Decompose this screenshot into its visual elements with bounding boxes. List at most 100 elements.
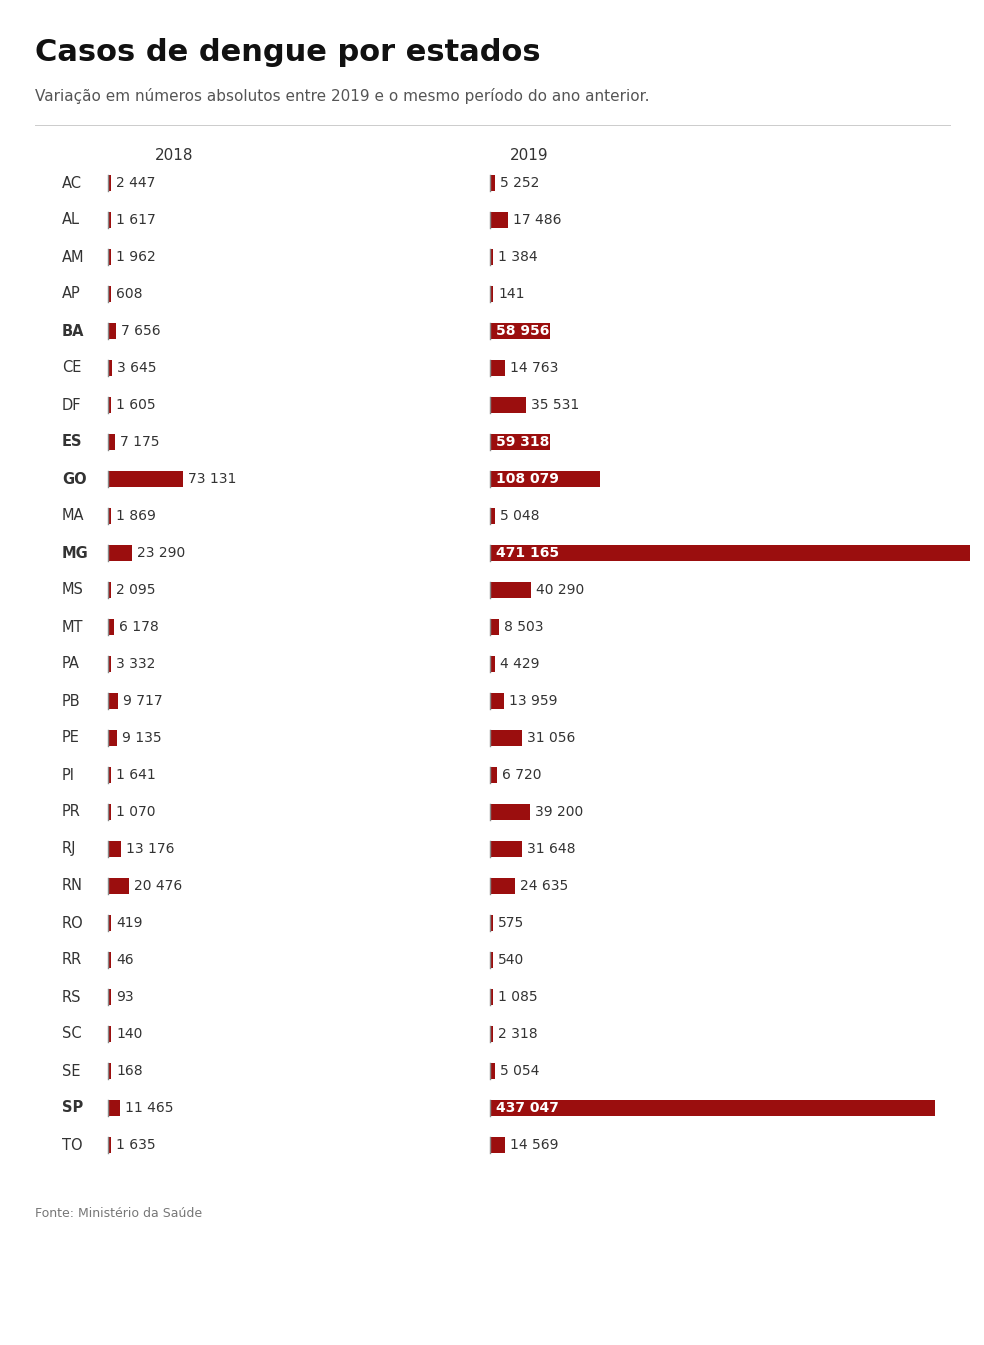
Text: 2 447: 2 447: [116, 176, 155, 190]
Text: 1 617: 1 617: [116, 213, 155, 227]
Text: 20 476: 20 476: [134, 880, 182, 893]
FancyBboxPatch shape: [490, 213, 508, 229]
Text: RN: RN: [62, 878, 83, 893]
Text: RS: RS: [62, 990, 82, 1005]
Text: PI: PI: [62, 768, 75, 783]
Text: 40 290: 40 290: [536, 582, 584, 597]
FancyBboxPatch shape: [108, 1063, 111, 1079]
Text: 5 048: 5 048: [500, 508, 539, 523]
Text: MT: MT: [62, 620, 84, 635]
Text: 3 332: 3 332: [116, 656, 155, 671]
Text: MA: MA: [62, 508, 85, 523]
FancyBboxPatch shape: [108, 249, 111, 265]
Text: 13 176: 13 176: [126, 842, 175, 855]
Text: 59 318: 59 318: [496, 434, 549, 449]
Text: CE: CE: [62, 360, 82, 375]
Text: 108 079: 108 079: [496, 472, 559, 486]
FancyBboxPatch shape: [490, 878, 515, 894]
Text: 3 645: 3 645: [117, 360, 156, 375]
Text: 39 200: 39 200: [535, 806, 584, 819]
FancyBboxPatch shape: [108, 952, 111, 968]
FancyBboxPatch shape: [490, 360, 505, 377]
FancyBboxPatch shape: [490, 952, 493, 968]
FancyBboxPatch shape: [490, 656, 495, 672]
Text: SC: SC: [62, 1026, 82, 1041]
FancyBboxPatch shape: [108, 545, 132, 561]
Text: 24 635: 24 635: [521, 880, 569, 893]
FancyBboxPatch shape: [108, 878, 129, 894]
Text: 14 763: 14 763: [510, 360, 558, 375]
Text: 437 047: 437 047: [496, 1102, 559, 1115]
FancyBboxPatch shape: [108, 804, 111, 820]
Text: 5 252: 5 252: [500, 176, 540, 190]
Text: 1 384: 1 384: [498, 250, 537, 264]
FancyBboxPatch shape: [108, 323, 116, 339]
Text: 575: 575: [498, 916, 524, 929]
FancyBboxPatch shape: [108, 471, 182, 487]
FancyBboxPatch shape: [108, 767, 111, 783]
FancyBboxPatch shape: [108, 397, 111, 413]
Text: 1 635: 1 635: [116, 1138, 155, 1153]
Text: RR: RR: [62, 952, 83, 967]
FancyBboxPatch shape: [108, 286, 111, 303]
FancyBboxPatch shape: [108, 619, 114, 635]
Text: 140: 140: [116, 1028, 143, 1041]
Text: Fonte: Ministério da Saúde: Fonte: Ministério da Saúde: [35, 1206, 202, 1220]
Text: PA: PA: [62, 656, 80, 671]
FancyBboxPatch shape: [490, 767, 497, 783]
Text: 540: 540: [498, 954, 524, 967]
FancyBboxPatch shape: [108, 730, 117, 746]
Text: PB: PB: [62, 694, 81, 709]
Text: 2018: 2018: [155, 148, 194, 163]
FancyBboxPatch shape: [490, 1026, 493, 1042]
Text: SP: SP: [62, 1100, 84, 1115]
FancyBboxPatch shape: [108, 434, 115, 451]
Text: RJ: RJ: [62, 842, 77, 857]
FancyBboxPatch shape: [490, 582, 531, 599]
FancyBboxPatch shape: [490, 915, 493, 931]
Text: 1 962: 1 962: [116, 250, 155, 264]
Text: 419: 419: [116, 916, 143, 929]
FancyBboxPatch shape: [490, 434, 550, 451]
FancyBboxPatch shape: [490, 508, 495, 525]
Text: 4 429: 4 429: [500, 656, 539, 671]
Text: 1 869: 1 869: [116, 508, 155, 523]
Text: 141: 141: [498, 286, 524, 301]
Text: Casos de dengue por estados: Casos de dengue por estados: [35, 38, 540, 67]
FancyBboxPatch shape: [490, 989, 493, 1005]
Text: 93: 93: [116, 990, 134, 1003]
FancyBboxPatch shape: [108, 989, 111, 1005]
Text: AP: AP: [62, 286, 81, 301]
FancyBboxPatch shape: [490, 286, 493, 303]
FancyBboxPatch shape: [490, 471, 600, 487]
Text: 17 486: 17 486: [513, 213, 561, 227]
FancyBboxPatch shape: [108, 508, 111, 525]
Text: 168: 168: [116, 1064, 143, 1077]
Text: 9 135: 9 135: [122, 730, 162, 745]
Text: 2019: 2019: [510, 148, 549, 163]
Text: TO: TO: [62, 1138, 83, 1153]
FancyBboxPatch shape: [108, 582, 111, 599]
FancyBboxPatch shape: [108, 841, 121, 857]
Text: 58 956: 58 956: [496, 324, 549, 338]
FancyBboxPatch shape: [490, 1100, 935, 1116]
FancyBboxPatch shape: [490, 1137, 505, 1153]
Text: 8 503: 8 503: [504, 620, 543, 633]
FancyBboxPatch shape: [490, 323, 550, 339]
Text: Variação em números absolutos entre 2019 e o mesmo período do ano anterior.: Variação em números absolutos entre 2019…: [35, 87, 649, 104]
FancyBboxPatch shape: [108, 1100, 120, 1116]
FancyBboxPatch shape: [108, 656, 111, 672]
Text: MS: MS: [62, 582, 84, 597]
FancyBboxPatch shape: [108, 1137, 111, 1153]
Text: ES: ES: [62, 434, 83, 449]
Text: 73 131: 73 131: [188, 472, 236, 486]
FancyBboxPatch shape: [490, 693, 504, 709]
Text: 6 720: 6 720: [502, 768, 541, 781]
Text: 31 648: 31 648: [527, 842, 576, 855]
FancyBboxPatch shape: [108, 175, 111, 191]
FancyBboxPatch shape: [490, 1063, 495, 1079]
Text: GO: GO: [62, 472, 87, 487]
Text: SE: SE: [62, 1064, 81, 1079]
Text: 1 641: 1 641: [116, 768, 155, 781]
FancyBboxPatch shape: [108, 1026, 111, 1042]
